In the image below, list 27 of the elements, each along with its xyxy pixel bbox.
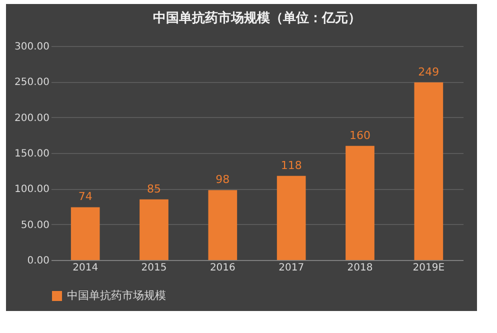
- data-label: 85: [147, 182, 161, 196]
- x-tick-label: 2015: [141, 262, 167, 274]
- y-tick-label: 0.00: [27, 256, 50, 266]
- x-tick-label: 2014: [72, 262, 98, 274]
- y-tick-label: 150.00: [14, 148, 50, 160]
- y-tick-label: 250.00: [14, 77, 50, 88]
- chart-title: 中国单抗药市场规模（单位：亿元）: [153, 10, 361, 26]
- x-tick-label: 2016: [210, 262, 236, 274]
- data-label: 74: [78, 190, 92, 204]
- legend-label: 中国单抗药市场规模: [67, 289, 166, 302]
- x-tick-label: 2019E: [412, 262, 445, 274]
- bar: [346, 146, 374, 260]
- data-label: 98: [216, 173, 230, 186]
- x-tick-label: 2017: [278, 262, 304, 274]
- y-tick-label: 200.00: [14, 112, 50, 124]
- y-tick-label: 50.00: [20, 220, 50, 231]
- bar: [276, 176, 306, 260]
- data-label: 249: [418, 65, 440, 78]
- bar: [70, 207, 100, 260]
- bar: [140, 199, 168, 260]
- bar: [414, 82, 444, 260]
- y-tick-label: 100.00: [14, 184, 50, 196]
- y-tick-label: 300.00: [14, 42, 50, 52]
- x-tick-label: 2018: [347, 262, 373, 274]
- bar: [208, 190, 238, 260]
- data-label: 160: [350, 128, 370, 142]
- data-label: 118: [280, 158, 302, 172]
